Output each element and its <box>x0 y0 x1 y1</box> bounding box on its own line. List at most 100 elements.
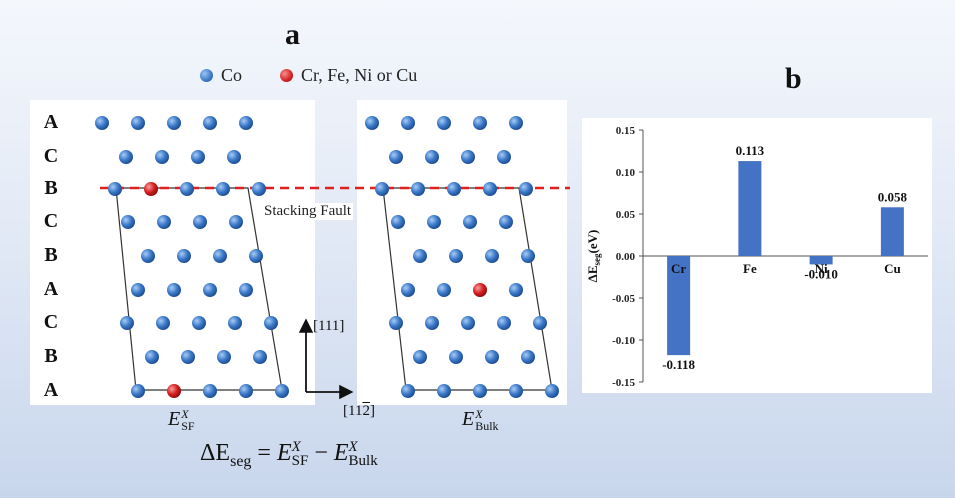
y-tick-label: 0.10 <box>616 167 636 179</box>
y-axis-label-unit: (eV) <box>585 230 600 254</box>
formula-t1-sup: X <box>291 439 301 456</box>
direction-111-label: [111] <box>313 318 345 334</box>
co-atom <box>228 316 242 330</box>
co-atom <box>239 283 253 297</box>
formula-lhs-sub: seg <box>230 452 252 470</box>
y-axis-label: ΔEseg(eV) <box>585 230 602 283</box>
layer-letter: A <box>43 379 59 401</box>
layer-letter: B <box>44 177 58 199</box>
co-atom <box>121 215 135 229</box>
co-atom <box>427 215 441 229</box>
caption-e-bulk-base: E <box>462 408 475 430</box>
y-axis-label-main: ΔE <box>585 266 600 283</box>
co-atom <box>157 215 171 229</box>
bar <box>667 256 691 356</box>
bar-value-label: 0.113 <box>736 143 765 158</box>
formula-t1: E <box>276 440 292 466</box>
formula-t1-sub: SF <box>291 453 309 470</box>
direction-11-2-bar-digit: 2 <box>362 403 370 419</box>
formula-lhs: ΔE <box>200 440 231 466</box>
formula-t2-sup: X <box>348 439 358 456</box>
co-atom <box>213 249 227 263</box>
co-atom <box>253 350 267 364</box>
formula-eq: = <box>251 440 277 466</box>
co-atom <box>217 350 231 364</box>
co-atom <box>131 384 145 398</box>
bulk-atoms <box>365 116 559 398</box>
co-atom <box>95 116 109 130</box>
co-atom <box>473 116 487 130</box>
co-atom <box>485 350 499 364</box>
co-atom <box>497 316 511 330</box>
co-atom <box>521 249 535 263</box>
co-atom <box>180 182 194 196</box>
stacking-fault-label: Stacking Fault <box>262 203 354 220</box>
co-atom <box>401 116 415 130</box>
caption-e-sf-sup: X <box>181 407 189 422</box>
co-atom <box>509 384 523 398</box>
co-atom <box>473 384 487 398</box>
co-atom <box>449 249 463 263</box>
co-atom <box>411 182 425 196</box>
co-atom <box>483 182 497 196</box>
bar-value-label: -0.010 <box>804 266 838 281</box>
co-atom <box>249 249 263 263</box>
category-label: Cr <box>671 261 686 276</box>
layer-letter: B <box>44 244 58 266</box>
co-atom <box>264 316 278 330</box>
solute-atom <box>167 384 181 398</box>
caption-e-bulk: E X Bulk <box>462 408 499 432</box>
co-atom <box>389 150 403 164</box>
co-atom <box>437 116 451 130</box>
layer-letter: C <box>43 210 59 232</box>
co-atom <box>229 215 243 229</box>
segregation-energy-formula: ΔEseg = E X SF − E X Bulk <box>200 440 378 471</box>
co-atom <box>391 215 405 229</box>
legend-co-label: Co <box>221 64 243 85</box>
co-atom <box>425 150 439 164</box>
co-atom <box>413 350 427 364</box>
layer-letter: C <box>43 145 59 167</box>
co-atom <box>499 215 513 229</box>
legend-solute-label: Cr, Fe, Ni or Cu <box>301 64 418 85</box>
co-atom <box>131 116 145 130</box>
co-atom <box>463 215 477 229</box>
caption-e-sf: E X SF <box>168 408 195 432</box>
co-atom <box>227 150 241 164</box>
co-atom <box>203 116 217 130</box>
co-atom <box>509 283 523 297</box>
co-atom <box>425 316 439 330</box>
layer-letter: A <box>43 111 59 133</box>
co-atom <box>119 150 133 164</box>
co-atom <box>216 182 230 196</box>
co-atom <box>521 350 535 364</box>
category-label: Ni <box>815 261 828 276</box>
co-atom <box>156 316 170 330</box>
co-atom <box>193 215 207 229</box>
caption-e-sf-base: E <box>168 408 181 430</box>
co-atom <box>509 116 523 130</box>
caption-e-sf-sub: SF <box>181 419 195 434</box>
sf-structure-panel <box>30 100 315 405</box>
y-tick-label: -0.15 <box>612 377 635 389</box>
layer-letter: B <box>44 345 58 367</box>
y-tick-label: 0.05 <box>616 209 636 221</box>
co-atom <box>181 350 195 364</box>
co-atom <box>177 249 191 263</box>
co-atom <box>145 350 159 364</box>
category-label: Cu <box>884 261 901 276</box>
co-atom <box>485 249 499 263</box>
bar <box>809 256 833 265</box>
solute-atom-icon <box>280 68 294 82</box>
co-atom <box>437 283 451 297</box>
layer-letter: C <box>43 311 59 333</box>
co-atom <box>203 384 217 398</box>
co-atom <box>108 182 122 196</box>
co-atom <box>365 116 379 130</box>
layer-letter: A <box>43 278 59 300</box>
co-atom <box>401 283 415 297</box>
category-label: Fe <box>743 261 757 276</box>
formula-t2-sub: Bulk <box>348 453 378 470</box>
